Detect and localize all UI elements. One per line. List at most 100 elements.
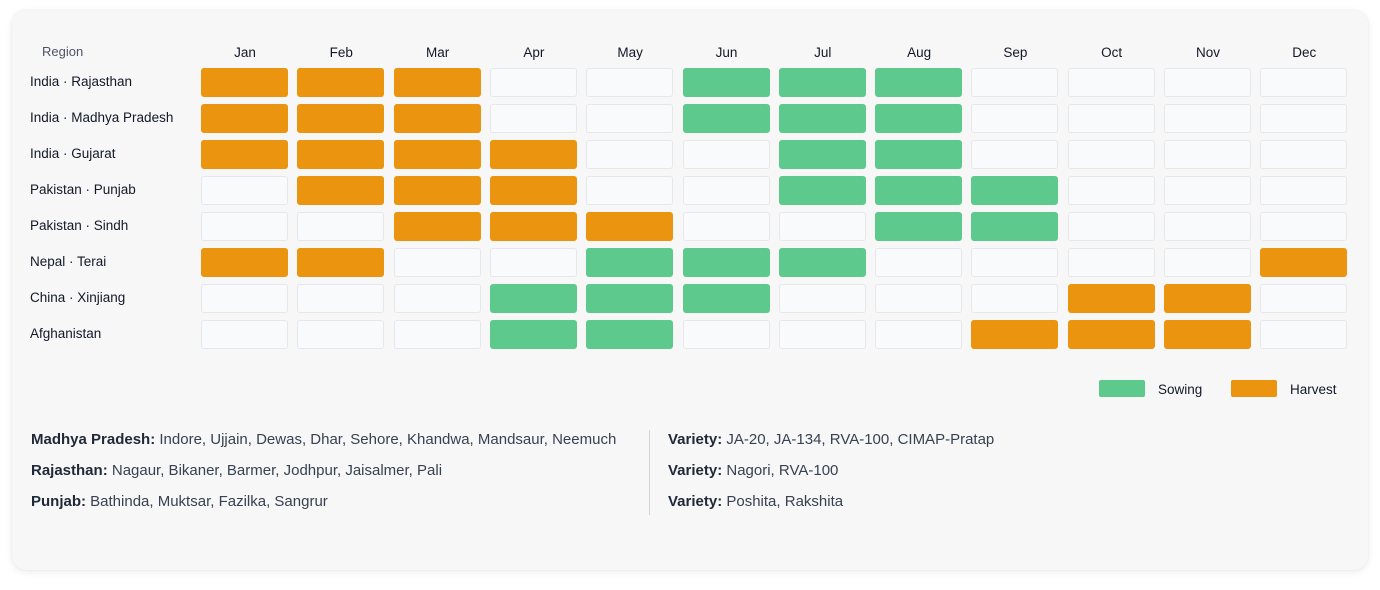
variety-value: Poshita, Rakshita [722, 493, 844, 510]
cell-sowing [875, 212, 963, 241]
legend-label-harvest: Harvest [1290, 382, 1337, 397]
cell-sowing [682, 284, 770, 313]
row-label: India · Gujarat [30, 146, 116, 161]
row-label: Nepal · Terai [30, 254, 107, 269]
cell-empty [1164, 212, 1251, 241]
cell-empty [778, 320, 866, 349]
month-label-dec: Dec [1292, 45, 1317, 60]
cell-empty [1067, 104, 1155, 133]
cell-empty [1260, 140, 1348, 169]
row-label: India · Rajasthan [30, 74, 133, 89]
cell-harvest [1067, 284, 1155, 313]
cell-empty [297, 212, 385, 241]
cell-empty [201, 212, 288, 241]
note-key: Punjab: [31, 493, 86, 510]
legend-swatch-sowing [1099, 380, 1145, 397]
cell-empty [1260, 212, 1348, 241]
cell-empty [1260, 320, 1348, 349]
cell-empty [1067, 212, 1155, 241]
cell-sowing [489, 284, 577, 313]
cell-sowing [778, 248, 866, 277]
cell-empty [1164, 140, 1251, 169]
cell-harvest [586, 212, 674, 241]
cell-harvest [489, 212, 577, 241]
month-label-feb: Feb [329, 45, 353, 60]
row-label: Pakistan · Punjab [30, 182, 136, 197]
cell-empty [1164, 104, 1251, 133]
cell-harvest [489, 176, 577, 205]
notes-divider [649, 430, 650, 515]
cell-empty [1260, 176, 1348, 205]
note-punjab: Punjab: Bathinda, Muktsar, Fazilka, Sang… [31, 493, 328, 510]
cell-empty [201, 284, 288, 313]
cell-empty [489, 248, 577, 277]
note-rajasthan: Rajasthan: Nagaur, Bikaner, Barmer, Jodh… [31, 462, 442, 479]
month-label-nov: Nov [1195, 45, 1220, 60]
month-label-jun: Jun [715, 45, 738, 60]
cell-empty [971, 248, 1059, 277]
month-label-jul: Jul [814, 45, 832, 60]
cell-harvest [393, 176, 481, 205]
variety-key: Variety: [668, 493, 723, 510]
cell-empty [1067, 68, 1155, 97]
cell-empty [682, 140, 770, 169]
cell-sowing [586, 284, 674, 313]
note-value: Indore, Ujjain, Dewas, Dhar, Sehore, Kha… [155, 431, 617, 448]
region-column-header: Region [42, 44, 84, 59]
cell-sowing [778, 176, 866, 205]
row-label: Afghanistan [30, 326, 102, 341]
cell-harvest [1164, 320, 1251, 349]
cell-harvest [201, 140, 288, 169]
cell-empty [586, 68, 674, 97]
month-label-apr: Apr [523, 45, 545, 60]
note-value: Nagaur, Bikaner, Barmer, Jodhpur, Jaisal… [107, 462, 443, 479]
cell-empty [1067, 176, 1155, 205]
cell-empty [297, 320, 385, 349]
cell-empty [971, 104, 1059, 133]
cell-sowing [682, 248, 770, 277]
cell-empty [201, 320, 288, 349]
cell-sowing [875, 140, 963, 169]
month-label-mar: Mar [425, 45, 450, 60]
cell-harvest [1067, 320, 1155, 349]
month-label-may: May [617, 45, 643, 60]
cell-empty [971, 140, 1059, 169]
cell-empty [1260, 284, 1348, 313]
cell-empty [586, 140, 674, 169]
cell-empty [393, 248, 481, 277]
cell-sowing [971, 212, 1059, 241]
cell-harvest [489, 140, 577, 169]
variety-rajasthan: Variety: Nagori, RVA-100 [668, 462, 838, 479]
month-label-sep: Sep [1003, 45, 1028, 60]
cell-empty [875, 284, 963, 313]
cell-sowing [586, 248, 674, 277]
variety-value: JA-20, JA-134, RVA-100, CIMAP-Pratap [722, 431, 995, 448]
note-key: Madhya Pradesh: [31, 431, 156, 448]
cell-empty [586, 176, 674, 205]
cell-harvest [393, 212, 481, 241]
cell-sowing [682, 68, 770, 97]
cell-empty [682, 212, 770, 241]
variety-madhya-pradesh: Variety: JA-20, JA-134, RVA-100, CIMAP-P… [668, 431, 994, 448]
note-key: Rajasthan: [31, 462, 108, 479]
cell-harvest [297, 248, 385, 277]
cell-harvest [297, 140, 385, 169]
legend-label-sowing: Sowing [1158, 382, 1203, 397]
cell-harvest [1260, 248, 1348, 277]
variety-key: Variety: [668, 462, 723, 479]
cell-empty [1260, 68, 1348, 97]
cell-empty [875, 248, 963, 277]
cell-empty [778, 284, 866, 313]
cell-sowing [682, 104, 770, 133]
month-label-aug: Aug [907, 45, 932, 60]
legend-swatch-harvest [1231, 380, 1277, 397]
cell-empty [393, 284, 481, 313]
note-madhya-pradesh: Madhya Pradesh: Indore, Ujjain, Dewas, D… [31, 431, 616, 448]
cell-harvest [297, 68, 385, 97]
cell-sowing [875, 176, 963, 205]
cell-sowing [489, 320, 577, 349]
cell-harvest [1164, 284, 1251, 313]
note-value: Bathinda, Muktsar, Fazilka, Sangrur [86, 493, 328, 510]
cell-empty [1067, 140, 1155, 169]
cell-empty [971, 284, 1059, 313]
